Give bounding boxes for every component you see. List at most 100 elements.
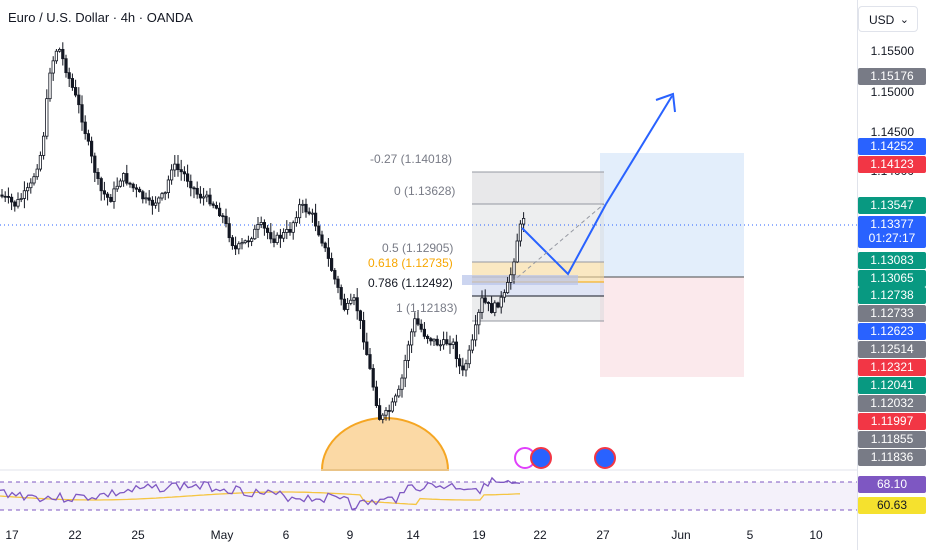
candle-body	[285, 229, 289, 233]
candle-body	[243, 240, 247, 244]
candle-body	[74, 87, 78, 96]
fib-level-label: -0.27 (1.14018)	[370, 152, 453, 166]
candle-body	[477, 311, 481, 326]
candle-body	[374, 386, 379, 406]
price-tag: 1.12733	[858, 305, 926, 322]
candle-body	[496, 302, 500, 308]
candle-body	[400, 377, 404, 390]
candle-body	[355, 297, 359, 312]
candle-body	[259, 222, 263, 225]
candle-body	[368, 354, 372, 369]
candle-body	[448, 343, 452, 346]
candle-body	[393, 395, 398, 403]
candle-body	[518, 223, 523, 242]
price-tick: 1.14500	[870, 125, 914, 139]
candle-body	[253, 228, 257, 240]
candle-body	[185, 173, 190, 182]
candle-body	[361, 320, 366, 343]
candle-body	[67, 72, 71, 79]
candle-body	[438, 344, 443, 347]
candle-body	[275, 234, 279, 243]
eu-flag-icon[interactable]	[594, 447, 616, 469]
candle-body	[461, 365, 465, 371]
candle-body	[294, 217, 299, 224]
price-tag: 1.11997	[858, 413, 926, 430]
candle-body	[189, 180, 193, 189]
rsi-value-tag: 60.63	[858, 497, 926, 514]
candle-body	[35, 168, 39, 178]
fib-retracement[interactable]	[462, 171, 604, 322]
candle-body	[486, 301, 491, 304]
candle-body	[64, 58, 68, 74]
candle-body	[352, 297, 356, 301]
candle-body	[150, 199, 154, 206]
rsi-band	[0, 482, 857, 510]
target-zone	[600, 153, 744, 277]
rsi-line	[0, 476, 521, 511]
candle-body	[118, 180, 122, 187]
projection-arrow	[605, 95, 673, 205]
candle-body	[381, 414, 385, 420]
candle-body	[128, 182, 132, 185]
chevron-down-icon: ⌄	[899, 14, 909, 26]
candle-body	[432, 338, 436, 342]
date-tick: May	[210, 528, 234, 542]
candle-body	[281, 232, 286, 239]
candle-body	[182, 171, 186, 175]
candle-body	[237, 243, 241, 250]
candle-body	[445, 339, 449, 345]
candle-body	[419, 323, 423, 330]
candle-body	[313, 212, 318, 227]
eu-flag-icon[interactable]	[530, 447, 552, 469]
candle-body	[169, 169, 174, 181]
candle-body	[112, 188, 116, 202]
candle-body	[406, 344, 411, 361]
candle-body	[166, 179, 170, 193]
price-tag: 1.13083	[858, 252, 926, 269]
candle-body	[502, 292, 507, 298]
candle-body	[122, 173, 126, 182]
candle-body	[384, 410, 388, 416]
candle-body	[195, 187, 199, 195]
symbol-title[interactable]: Euro / U.S. Dollar · 4h · OANDA	[8, 10, 193, 25]
candle-body	[77, 94, 81, 106]
fib-level-label: 0.786 (1.12492)	[368, 276, 453, 290]
fib-level-label: 1 (1.12183)	[396, 301, 458, 315]
price-tag: 1.14123	[858, 156, 926, 173]
price-tag: 1.13065	[858, 270, 926, 287]
candle-body	[13, 201, 17, 207]
currency-selector[interactable]: USD ⌄	[858, 6, 918, 32]
candle-body	[483, 297, 487, 303]
candle-body	[397, 388, 401, 397]
candle-body	[272, 238, 276, 243]
candle-body	[144, 197, 148, 200]
candle-body	[221, 215, 225, 218]
price-tag: 1.11855	[858, 431, 926, 448]
candle-body	[99, 178, 103, 192]
candle-body	[6, 196, 10, 198]
candle-body	[422, 328, 427, 337]
candle-body	[320, 234, 324, 244]
arrow-head-icon	[655, 92, 676, 113]
candle-body	[269, 232, 273, 240]
candle-body	[233, 245, 238, 250]
date-tick: 27	[596, 528, 610, 542]
candle-body	[29, 182, 33, 189]
candle-body	[262, 222, 267, 229]
candle-body	[249, 238, 254, 242]
date-tick: 5	[746, 528, 754, 542]
candle-body	[163, 192, 167, 195]
candle-body	[480, 297, 484, 313]
candle-body	[147, 197, 151, 201]
candle-body	[256, 224, 260, 230]
date-tick: 19	[472, 528, 486, 542]
candle-body	[157, 197, 161, 204]
dashed-trend-line	[511, 203, 605, 283]
price-tag: 1.12514	[858, 341, 926, 358]
candle-body	[416, 318, 420, 325]
candle-body	[198, 193, 202, 199]
candle-body	[339, 287, 343, 300]
candle-body	[358, 310, 363, 321]
candle-body	[425, 335, 430, 339]
